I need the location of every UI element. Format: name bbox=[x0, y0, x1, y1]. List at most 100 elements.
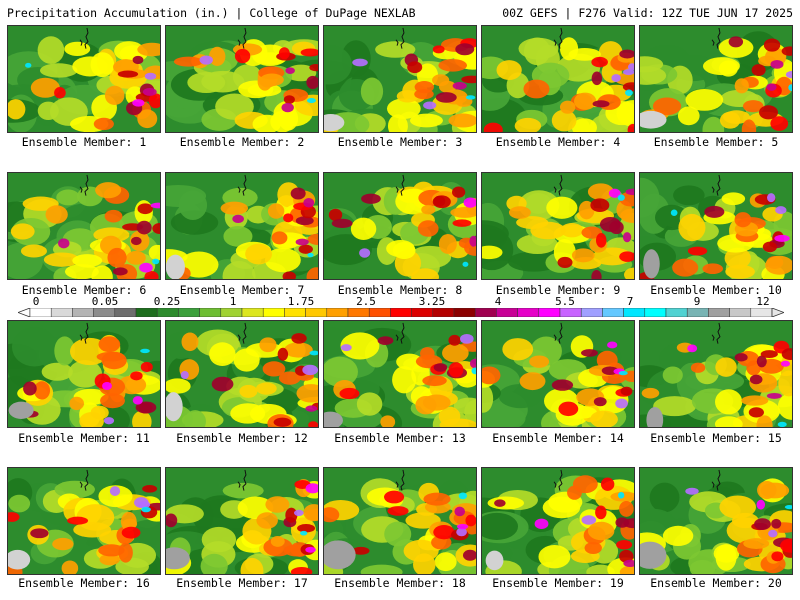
colorbar-segment bbox=[220, 308, 243, 317]
ensemble-member-map bbox=[165, 320, 319, 428]
ensemble-member-label: Ensemble Member: 17 bbox=[176, 576, 308, 590]
coastline bbox=[558, 174, 563, 196]
colorbar-segment bbox=[72, 308, 94, 317]
precipitation-field bbox=[640, 26, 792, 132]
colorbar-segment bbox=[729, 308, 752, 317]
coastline bbox=[553, 334, 557, 341]
colorbar-segment bbox=[178, 308, 200, 317]
colorbar-tick-label: 1.75 bbox=[287, 295, 315, 308]
colorbar-segment bbox=[750, 308, 773, 317]
ensemble-member-label: Ensemble Member: 3 bbox=[337, 135, 463, 149]
colorbar-segment bbox=[93, 308, 116, 317]
colorbar-segment bbox=[411, 308, 434, 317]
precipitation-field bbox=[166, 26, 318, 132]
colorbar-segment bbox=[326, 308, 349, 317]
colorbar-max-arrow bbox=[771, 308, 784, 317]
colorbar-min-arrow bbox=[18, 308, 31, 317]
ensemble-member-label: Ensemble Member: 19 bbox=[492, 576, 624, 590]
coastline bbox=[395, 334, 399, 341]
coastline bbox=[79, 334, 83, 341]
precipitation-field bbox=[166, 468, 318, 574]
ensemble-member-map bbox=[7, 467, 161, 575]
ensemble-member-map bbox=[323, 25, 477, 133]
colorbar-tick-label: 0 bbox=[32, 295, 40, 308]
ensemble-member-label: Ensemble Member: 16 bbox=[18, 576, 150, 590]
colorbar-segment bbox=[623, 308, 646, 317]
coastline bbox=[400, 322, 405, 344]
precipitation-field bbox=[166, 321, 318, 427]
colorbar-segment bbox=[114, 308, 137, 317]
precipitation-field bbox=[324, 468, 476, 574]
ensemble-member-map bbox=[481, 320, 635, 428]
ensemble-member-label: Ensemble Member: 8 bbox=[337, 283, 463, 297]
colorbar-segment bbox=[135, 308, 158, 317]
colorbar-segment bbox=[708, 308, 730, 317]
colorbar-tick-label: 1 bbox=[229, 295, 237, 308]
ensemble-member-map bbox=[639, 467, 793, 575]
ensemble-member-map bbox=[7, 320, 161, 428]
colorbar-segment bbox=[199, 308, 222, 317]
precipitation-field bbox=[482, 26, 634, 132]
ensemble-member-map bbox=[639, 25, 793, 133]
ensemble-member-map bbox=[481, 467, 635, 575]
coastline bbox=[711, 481, 715, 488]
ensemble-member-map bbox=[7, 25, 161, 133]
ensemble-member-label: Ensemble Member: 7 bbox=[179, 283, 305, 297]
coastline bbox=[716, 322, 721, 344]
coastline bbox=[558, 469, 563, 491]
colorbar-tick-label: 0.25 bbox=[153, 295, 181, 308]
colorbar-segment bbox=[474, 308, 497, 317]
coastline bbox=[711, 334, 715, 341]
ensemble-member-map bbox=[481, 25, 635, 133]
colorbar-segment bbox=[665, 308, 688, 317]
precipitation-field bbox=[8, 173, 160, 279]
map-title: Precipitation Accumulation (in.) | Colle… bbox=[7, 6, 416, 20]
ensemble-member-map bbox=[639, 320, 793, 428]
coastline bbox=[553, 39, 557, 46]
precipitation-field bbox=[324, 321, 476, 427]
colorbar-segment bbox=[305, 308, 328, 317]
precipitation-field bbox=[324, 173, 476, 279]
coastline bbox=[716, 469, 721, 491]
ensemble-member-map bbox=[481, 172, 635, 280]
ensemble-member-label: Ensemble Member: 9 bbox=[495, 283, 621, 297]
precipitation-field bbox=[166, 173, 318, 279]
coastline bbox=[558, 322, 563, 344]
colorbar-tick-label: 12 bbox=[756, 295, 770, 308]
model-run-info: 00Z GEFS | F276 Valid: 12Z TUE JUN 17 20… bbox=[502, 6, 793, 20]
precipitation-colorbar bbox=[18, 308, 784, 317]
precipitation-field bbox=[8, 321, 160, 427]
coastline bbox=[237, 481, 241, 488]
coastline bbox=[237, 334, 241, 341]
coastline bbox=[237, 39, 241, 46]
colorbar-segment bbox=[517, 308, 540, 317]
ensemble-member-label: Ensemble Member: 18 bbox=[334, 576, 466, 590]
colorbar-segment bbox=[284, 308, 306, 317]
ensemble-member-map bbox=[7, 172, 161, 280]
coastline bbox=[395, 39, 399, 46]
ensemble-member-map bbox=[165, 25, 319, 133]
coastline bbox=[400, 174, 405, 196]
coastline bbox=[716, 27, 721, 49]
coastline bbox=[79, 39, 83, 46]
colorbar-tick-label: 7 bbox=[626, 295, 634, 308]
colorbar-segment bbox=[347, 308, 370, 317]
precipitation-field bbox=[640, 321, 792, 427]
ensemble-member-map bbox=[165, 467, 319, 575]
precipitation-field bbox=[8, 468, 160, 574]
ensemble-member-label: Ensemble Member: 12 bbox=[176, 431, 308, 445]
coastline bbox=[400, 27, 405, 49]
coastline bbox=[79, 481, 83, 488]
coastline bbox=[553, 186, 557, 193]
colorbar-segment bbox=[559, 308, 582, 317]
ensemble-member-label: Ensemble Member: 1 bbox=[21, 135, 147, 149]
ensemble-member-label: Ensemble Member: 15 bbox=[650, 431, 782, 445]
colorbar-segment bbox=[29, 308, 52, 317]
coastline bbox=[400, 469, 405, 491]
coastline bbox=[84, 322, 89, 344]
ensemble-member-map bbox=[323, 320, 477, 428]
coastline bbox=[84, 469, 89, 491]
coastline bbox=[237, 186, 241, 193]
ensemble-member-map bbox=[165, 172, 319, 280]
colorbar-segment bbox=[686, 308, 709, 317]
